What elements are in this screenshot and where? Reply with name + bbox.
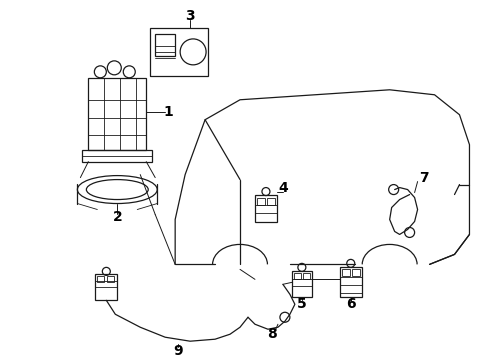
Text: 1: 1: [163, 105, 173, 119]
Bar: [155, 34, 175, 56]
Bar: [150, 28, 208, 76]
Bar: [342, 269, 350, 276]
Text: 3: 3: [185, 9, 195, 23]
Text: 5: 5: [297, 297, 307, 311]
Bar: [257, 198, 265, 204]
Text: 9: 9: [173, 344, 183, 358]
Bar: [98, 276, 104, 282]
Text: 4: 4: [278, 181, 288, 194]
Bar: [294, 273, 301, 279]
Bar: [267, 198, 275, 204]
Bar: [88, 78, 146, 150]
Text: 7: 7: [419, 171, 429, 185]
Bar: [255, 194, 277, 222]
Text: 8: 8: [267, 327, 277, 341]
Text: 6: 6: [346, 297, 356, 311]
Bar: [82, 150, 152, 162]
Bar: [107, 276, 114, 282]
Bar: [303, 273, 310, 279]
Bar: [352, 269, 360, 276]
Bar: [340, 267, 362, 297]
Bar: [292, 271, 312, 297]
Bar: [96, 274, 117, 300]
Text: 2: 2: [112, 211, 122, 225]
